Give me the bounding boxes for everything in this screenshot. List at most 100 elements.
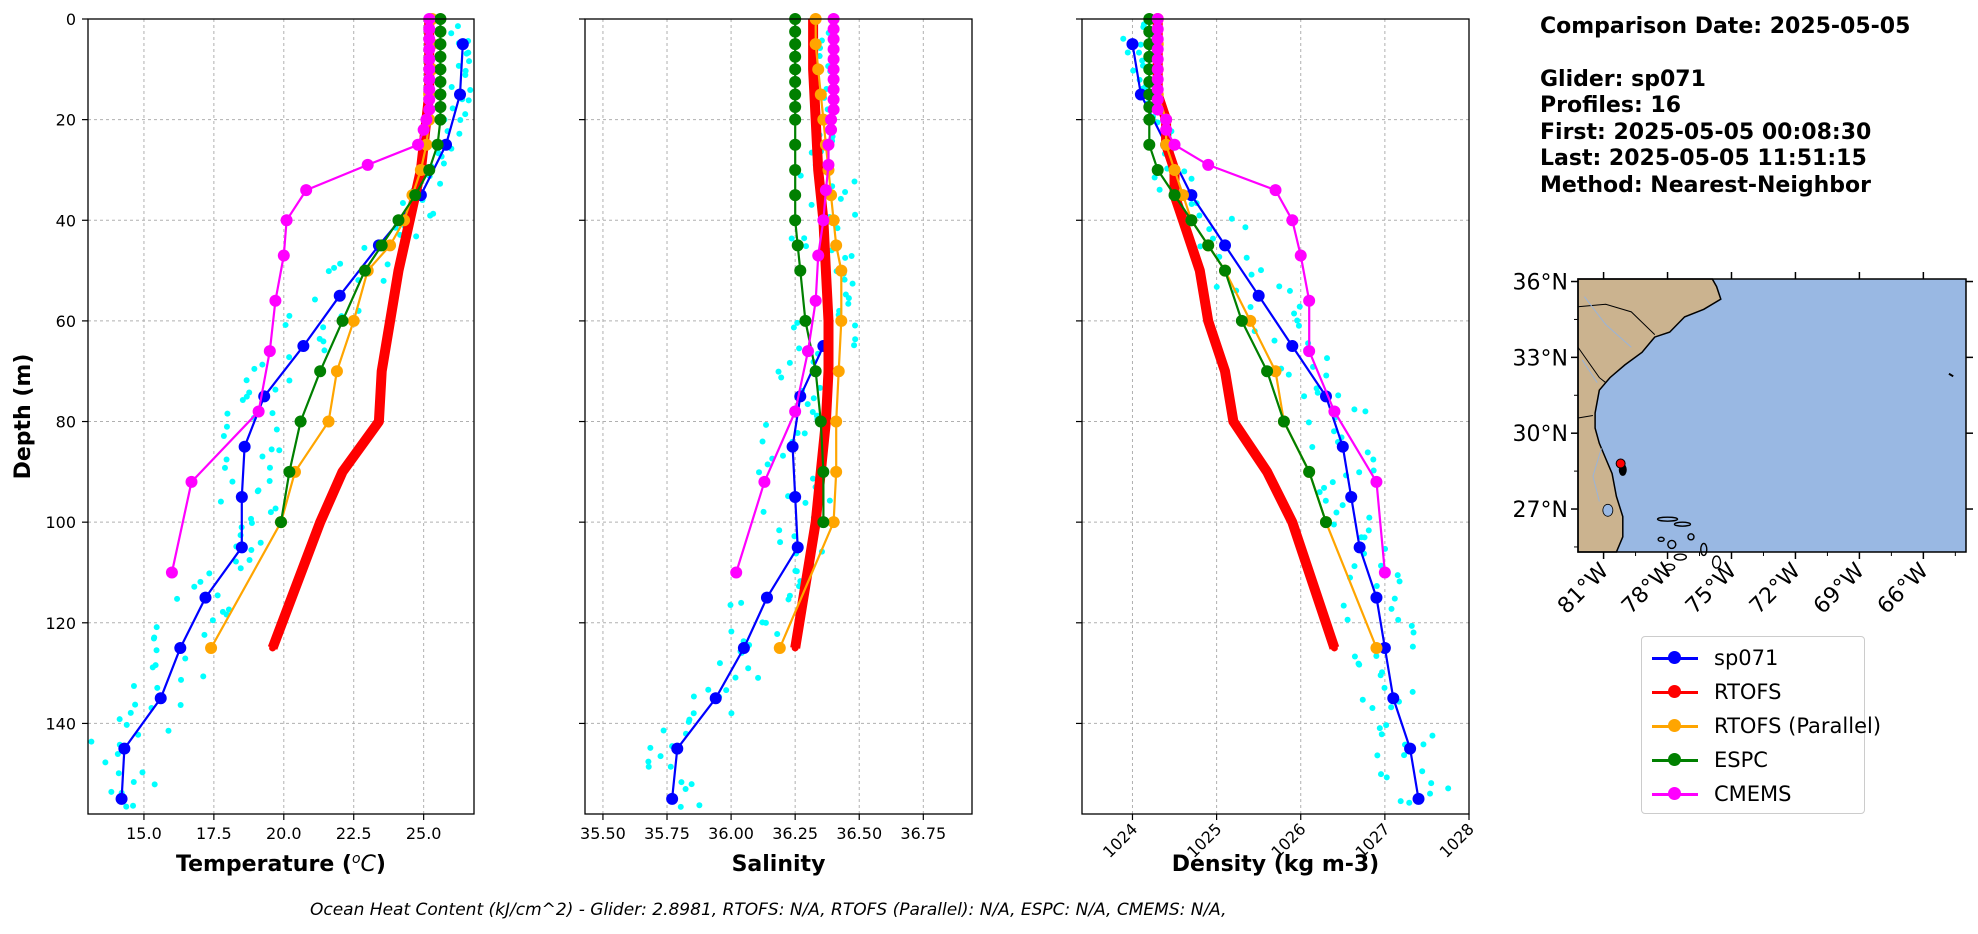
data-point-rtofs: [812, 518, 820, 526]
profile-point: [151, 634, 158, 641]
island-bermuda: [1948, 372, 1954, 378]
legend-item-cmems: CMEMS: [1650, 779, 1792, 809]
profile-point: [467, 87, 474, 94]
profile-point: [248, 547, 255, 554]
data-point-espc: [314, 365, 327, 378]
profile-point: [273, 426, 280, 433]
data-point-cmems: [1370, 475, 1383, 488]
data-point-rtofs: [378, 367, 386, 375]
x-tick-label: 25.0: [406, 824, 442, 843]
profile-point: [793, 568, 800, 575]
x-axis-label: Density (kg m-3): [1172, 852, 1380, 877]
glider-location-marker: [1615, 458, 1626, 469]
profile-point: [130, 682, 137, 689]
data-point-cmems: [423, 33, 436, 46]
profile-point: [139, 769, 146, 776]
data-point-espc: [799, 314, 812, 327]
data-point-rtofs: [1179, 216, 1187, 224]
data-point-sp071: [666, 792, 679, 805]
data-point-cmems: [822, 158, 835, 171]
data-point-espc: [275, 516, 287, 529]
profile-point: [705, 686, 712, 693]
data-point-cmems: [1151, 43, 1164, 56]
profile-point: [201, 631, 208, 638]
profile-point: [1428, 780, 1435, 787]
data-point-cmems: [817, 214, 830, 227]
series-rtofs-parallel: [205, 13, 439, 654]
lon-tick-label: 66°W: [1873, 558, 1934, 619]
ocean-heat-content-footer: Ocean Heat Content (kJ/cm^2) - Glider: 2…: [310, 900, 1227, 920]
profile-point: [716, 660, 723, 667]
profile-point: [1364, 449, 1371, 456]
data-point-espc: [789, 50, 802, 63]
profile-point: [1339, 502, 1346, 509]
profile-point: [1361, 534, 1368, 541]
profile-point: [834, 225, 841, 232]
profile-panels: 15.0 17.5 20.0 22.5 25.0 0 20 40 60 80 100 120 140 Te…: [11, 10, 1478, 877]
lon-tick-label: 72°W: [1745, 558, 1806, 619]
data-point-espc: [375, 239, 388, 252]
profile-point: [440, 160, 447, 167]
data-point-espc: [1261, 365, 1274, 378]
profile-point: [1383, 774, 1390, 781]
data-point-cmems: [827, 83, 840, 96]
profile-point: [845, 300, 852, 307]
series-rtofs: [1152, 15, 1340, 652]
profile-point: [132, 701, 139, 708]
data-point-rtofs-parallel: [1176, 189, 1189, 202]
data-point-cmems: [1378, 566, 1391, 579]
profile-point: [852, 322, 859, 329]
data-point-espc: [789, 214, 802, 227]
profile-point: [1419, 768, 1426, 775]
profile-point: [223, 423, 230, 430]
data-point-sp071: [1134, 88, 1147, 101]
profile-point: [462, 72, 469, 79]
profile-point: [723, 687, 730, 694]
profile-count: Profiles: 16: [1540, 93, 1682, 118]
profile-point: [206, 570, 213, 577]
glider-name: Glider: sp071: [1540, 66, 1706, 92]
profile-point: [696, 802, 703, 809]
island: [1656, 516, 1679, 522]
profile-point: [777, 539, 784, 546]
data-point-sp071: [115, 792, 128, 805]
profile-point: [1136, 49, 1143, 56]
profile-point: [801, 235, 808, 242]
profile-point: [852, 211, 859, 218]
profile-point: [1139, 57, 1146, 64]
data-point-sp071: [1252, 289, 1265, 302]
profile-point: [1401, 752, 1408, 759]
profile-point: [151, 781, 158, 788]
profile-point: [1196, 212, 1203, 219]
profile-point: [1355, 660, 1362, 667]
data-point-cmems: [827, 43, 840, 56]
profile-point: [177, 702, 184, 709]
data-point-espc: [789, 88, 802, 101]
profile-point: [267, 509, 274, 516]
profile-point: [1378, 731, 1385, 738]
data-point-rtofs: [791, 644, 799, 652]
data-point-cmems: [1303, 345, 1316, 358]
profile-point: [791, 533, 798, 540]
profile-point: [237, 565, 244, 572]
profile-point: [1301, 393, 1308, 400]
profile-point: [286, 354, 293, 361]
data-point-espc: [434, 75, 447, 88]
data-point-cmems: [420, 113, 433, 126]
y-tick-label: 40: [56, 211, 76, 230]
data-point-cmems: [252, 405, 265, 418]
data-point-rtofs-parallel: [827, 214, 840, 227]
data-point-cmems: [801, 345, 814, 358]
data-point-sp071: [1286, 340, 1299, 353]
profile-point: [1376, 725, 1383, 732]
data-point-rtofs: [1221, 367, 1229, 375]
data-point-cmems: [822, 138, 835, 151]
profile-point: [728, 710, 735, 717]
data-point-cmems: [827, 63, 840, 76]
data-point-cmems: [263, 345, 276, 358]
profile-point: [1213, 283, 1220, 290]
profile-point: [849, 280, 856, 287]
profile-point: [728, 628, 735, 635]
